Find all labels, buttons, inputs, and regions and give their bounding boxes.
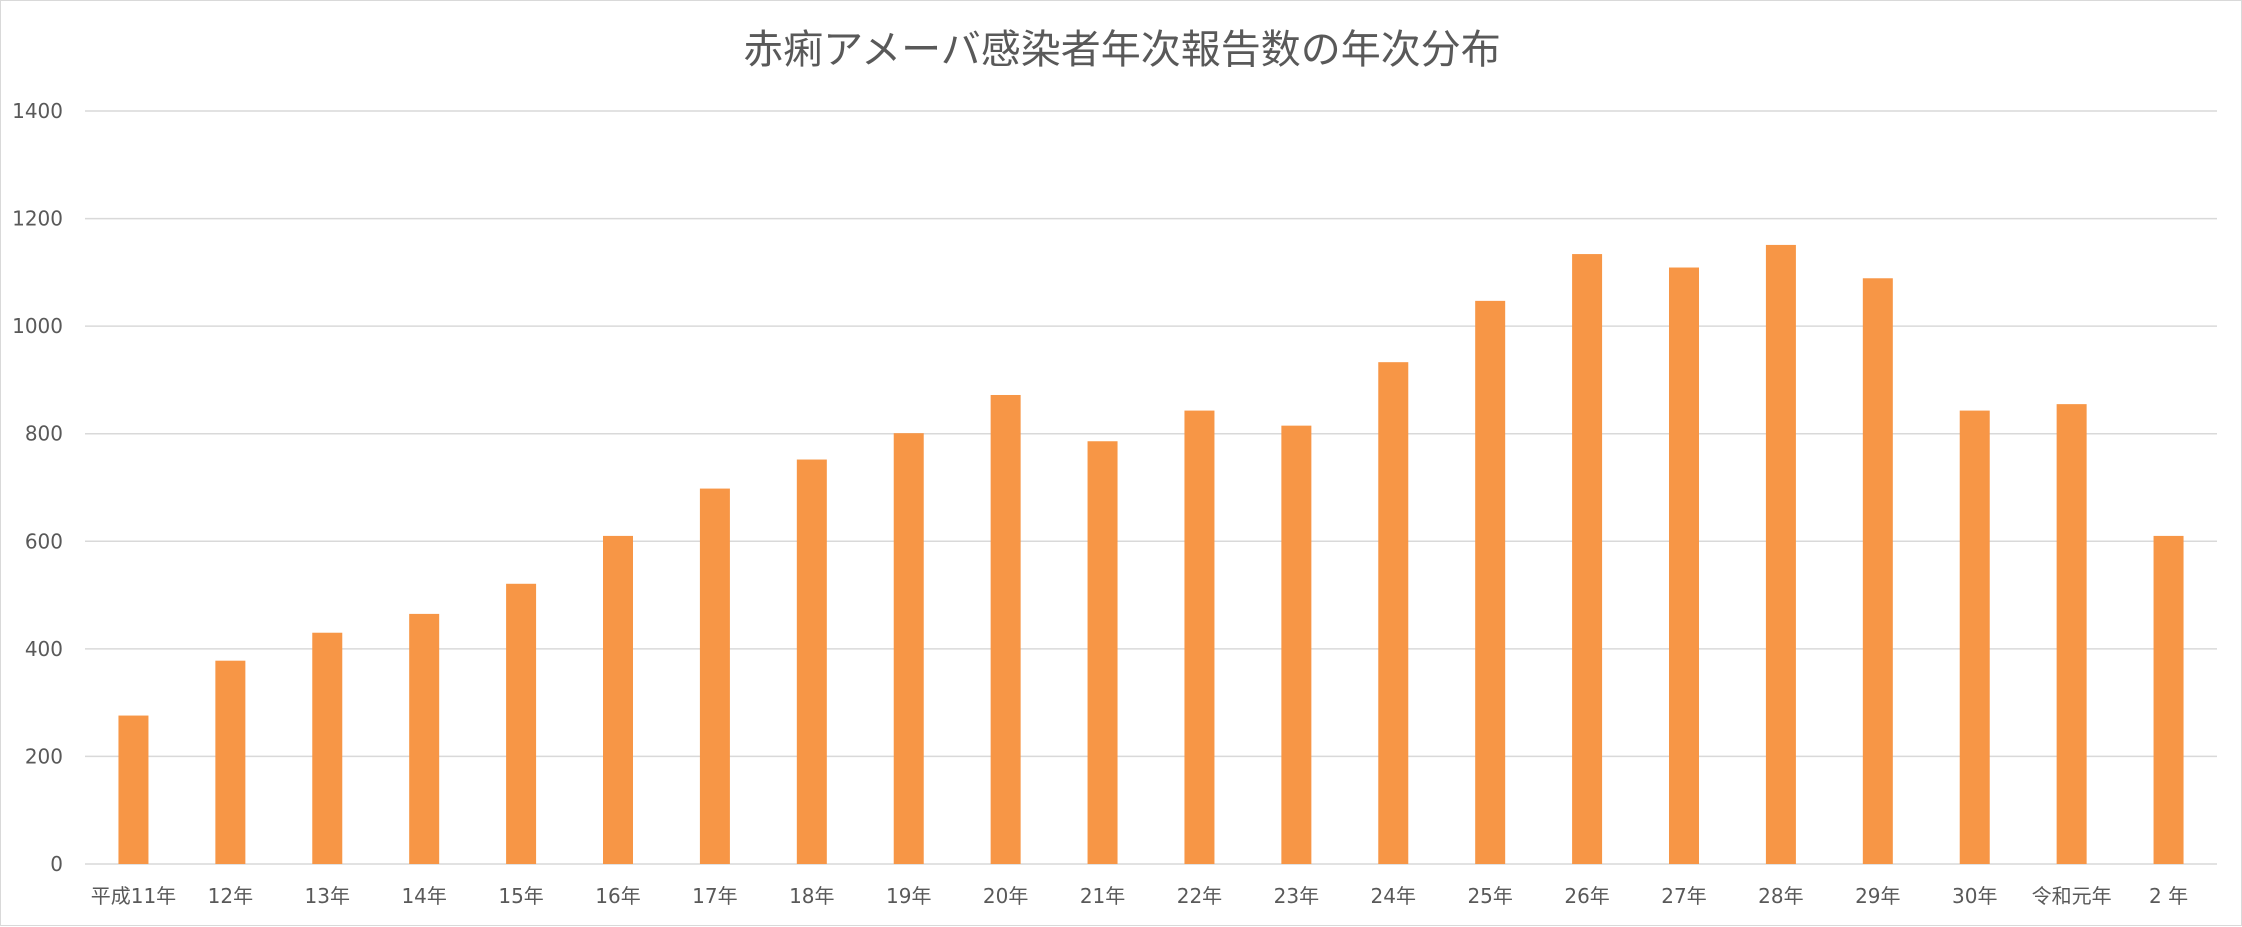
bar: [1669, 267, 1699, 864]
bar: [409, 613, 440, 864]
y-tick-label: 600: [25, 529, 63, 553]
y-axis-ticks: 0 200 400 600 800 1000 1200 1400: [12, 99, 63, 876]
bar: [1862, 278, 1893, 864]
x-category-label: 21年: [1080, 884, 1125, 908]
bar: [215, 660, 246, 864]
x-category-label: 30年: [1952, 884, 1997, 908]
y-tick-label: 1400: [12, 99, 63, 123]
bar: [506, 583, 537, 864]
x-category-label: 12年: [208, 884, 253, 908]
x-category-label: 26年: [1564, 884, 1609, 908]
bar: [1087, 441, 1118, 864]
y-tick-label: 1000: [12, 314, 63, 338]
x-category-label: 25年: [1467, 884, 1512, 908]
bar: [699, 488, 730, 864]
bar: [990, 394, 1021, 864]
bar: [796, 459, 827, 864]
chart-title: 赤痢アメーバ感染者年次報告数の年次分布: [743, 27, 1501, 73]
x-axis-categories: 平成11年 12年 13年 14年 15年 16年 17年 18年 19年 20年 21年 22年 23…: [91, 884, 2188, 908]
x-category-label: 平成11年: [91, 884, 176, 908]
bar: [1572, 254, 1603, 864]
x-category-label: 28年: [1758, 884, 1803, 908]
bars: [118, 244, 2184, 865]
x-category-label: 2 年: [2149, 884, 2188, 908]
x-category-label: 19年: [886, 884, 931, 908]
bar: [312, 632, 343, 864]
bar: [1378, 362, 1409, 864]
bar: [1765, 244, 1796, 865]
y-tick-label: 1200: [12, 207, 63, 231]
bar: [893, 433, 924, 864]
bar: [603, 535, 633, 864]
x-category-label: 16年: [595, 884, 640, 908]
bar: [1281, 425, 1312, 864]
bar: [2153, 535, 2184, 864]
x-category-label: 23年: [1274, 884, 1319, 908]
bar: [2056, 404, 2087, 864]
x-category-label: 18年: [789, 884, 834, 908]
x-category-label: 13年: [305, 884, 350, 908]
bar: [1475, 300, 1506, 864]
bar: [1184, 410, 1215, 864]
x-category-label: 20年: [983, 884, 1028, 908]
x-category-label: 29年: [1855, 884, 1900, 908]
bar: [1959, 410, 1990, 864]
y-tick-label: 0: [50, 852, 63, 876]
x-category-label: 22年: [1177, 884, 1222, 908]
y-tick-label: 200: [25, 744, 63, 768]
x-category-label: 令和元年: [2032, 884, 2112, 908]
x-category-label: 24年: [1371, 884, 1416, 908]
gridlines: [85, 110, 2217, 865]
x-category-label: 15年: [498, 884, 543, 908]
bar: [118, 715, 149, 864]
x-category-label: 17年: [692, 884, 737, 908]
x-category-label: 27年: [1661, 884, 1706, 908]
y-tick-label: 800: [25, 422, 63, 446]
x-category-label: 14年: [401, 884, 446, 908]
y-tick-label: 400: [25, 637, 63, 661]
